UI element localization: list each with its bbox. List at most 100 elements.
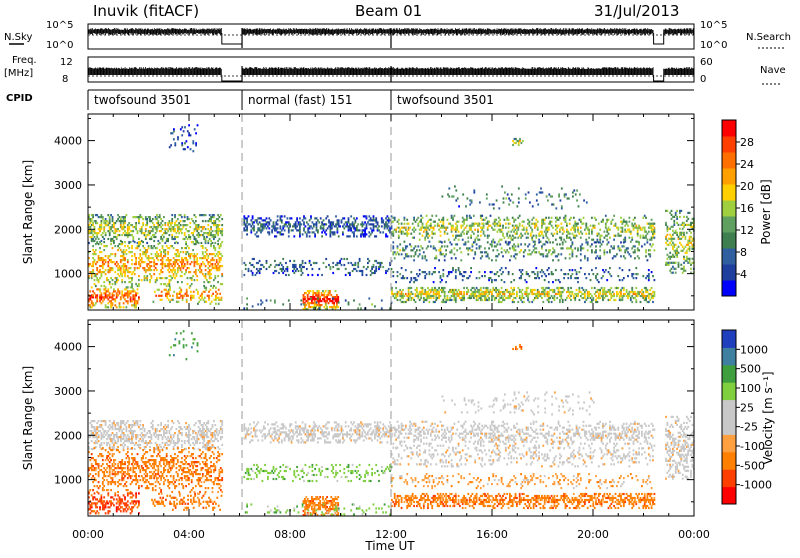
power-cell	[355, 219, 357, 221]
power-cell	[146, 265, 148, 267]
power-cell	[584, 229, 586, 231]
power-cell	[537, 229, 539, 231]
power-cell	[160, 255, 162, 257]
power-cell	[275, 235, 277, 237]
power-cell	[131, 300, 133, 302]
power-cell	[538, 251, 540, 253]
power-cell	[213, 214, 215, 216]
power-cell	[95, 243, 97, 245]
power-cell	[574, 231, 576, 233]
power-cell	[120, 306, 122, 308]
power-cell	[171, 218, 173, 220]
power-cell	[380, 266, 382, 268]
power-cell	[169, 295, 171, 297]
power-cell	[616, 253, 618, 255]
power-cell	[275, 270, 277, 272]
power-cell	[349, 274, 351, 276]
power-cell	[455, 237, 457, 239]
power-cell	[523, 221, 525, 223]
power-cell	[624, 257, 626, 259]
power-cell	[194, 253, 196, 255]
power-cell	[522, 235, 524, 237]
power-cell	[314, 300, 316, 302]
power-cell	[134, 298, 136, 300]
power-cell	[368, 297, 370, 299]
power-cell	[516, 225, 518, 227]
power-cell	[574, 227, 576, 229]
power-cell	[427, 287, 429, 289]
power-cell	[624, 251, 626, 253]
power-cell	[160, 230, 162, 232]
power-cell	[312, 221, 314, 223]
power-cell	[497, 223, 499, 225]
power-cell	[491, 259, 493, 261]
power-cell	[213, 216, 215, 218]
power-cell	[266, 217, 268, 219]
power-cell	[364, 229, 366, 231]
power-cell	[295, 266, 297, 268]
power-cell	[405, 301, 407, 303]
power-cell	[160, 218, 162, 220]
power-cell	[205, 273, 207, 275]
power-cell	[184, 234, 186, 236]
power-cell	[378, 225, 380, 227]
power-cell	[119, 265, 121, 267]
power-cell	[92, 238, 94, 240]
power-cell	[519, 251, 521, 253]
power-cell	[103, 226, 105, 228]
date-title: 31/Jul/2013	[594, 2, 679, 20]
power-cell	[119, 304, 121, 306]
power-cell	[280, 217, 282, 219]
power-cell	[427, 245, 429, 247]
power-cell	[498, 217, 500, 219]
power-cell	[424, 237, 426, 239]
power-cell	[209, 214, 211, 216]
power-cell	[139, 243, 141, 245]
power-cell	[560, 237, 562, 239]
power-cell	[420, 221, 422, 223]
power-cell	[433, 227, 435, 229]
power-cell	[138, 279, 140, 281]
power-cell	[647, 233, 649, 235]
power-cell	[139, 263, 141, 265]
power-cell	[580, 237, 582, 239]
power-cell	[463, 223, 465, 225]
power-cell	[148, 259, 150, 261]
power-cell	[220, 214, 222, 216]
power-cell	[385, 272, 387, 274]
power-cell	[348, 301, 350, 303]
power-cell	[243, 262, 245, 264]
power-cell	[209, 265, 211, 267]
power-cell	[181, 281, 183, 283]
power-cell	[217, 281, 219, 283]
power-cell	[151, 265, 153, 267]
power-cell	[174, 216, 176, 218]
power-cell	[94, 279, 96, 281]
power-cell	[157, 226, 159, 228]
power-cell	[591, 251, 593, 253]
power-cell	[377, 227, 379, 229]
power-cell	[95, 285, 97, 287]
power-cell	[391, 268, 393, 270]
power-cell	[201, 230, 203, 232]
power-cell	[355, 262, 357, 264]
power-cell	[462, 217, 464, 219]
power-cell	[654, 223, 656, 225]
power-cell	[99, 277, 101, 279]
power-cell	[558, 253, 560, 255]
power-cell	[367, 266, 369, 268]
cpid-segment-label: normal (fast) 151	[248, 93, 352, 107]
power-cell	[131, 255, 133, 257]
power-cell	[485, 251, 487, 253]
power-cell	[119, 230, 121, 232]
power-cell	[465, 227, 467, 229]
power-cell	[388, 268, 390, 270]
power-cell	[246, 297, 248, 299]
power-cell	[305, 262, 307, 264]
power-cell	[112, 302, 114, 304]
power-cell	[268, 223, 270, 225]
power-cell	[545, 233, 547, 235]
power-cell	[374, 305, 376, 307]
power-cell	[337, 298, 339, 300]
power-cell	[515, 249, 517, 251]
